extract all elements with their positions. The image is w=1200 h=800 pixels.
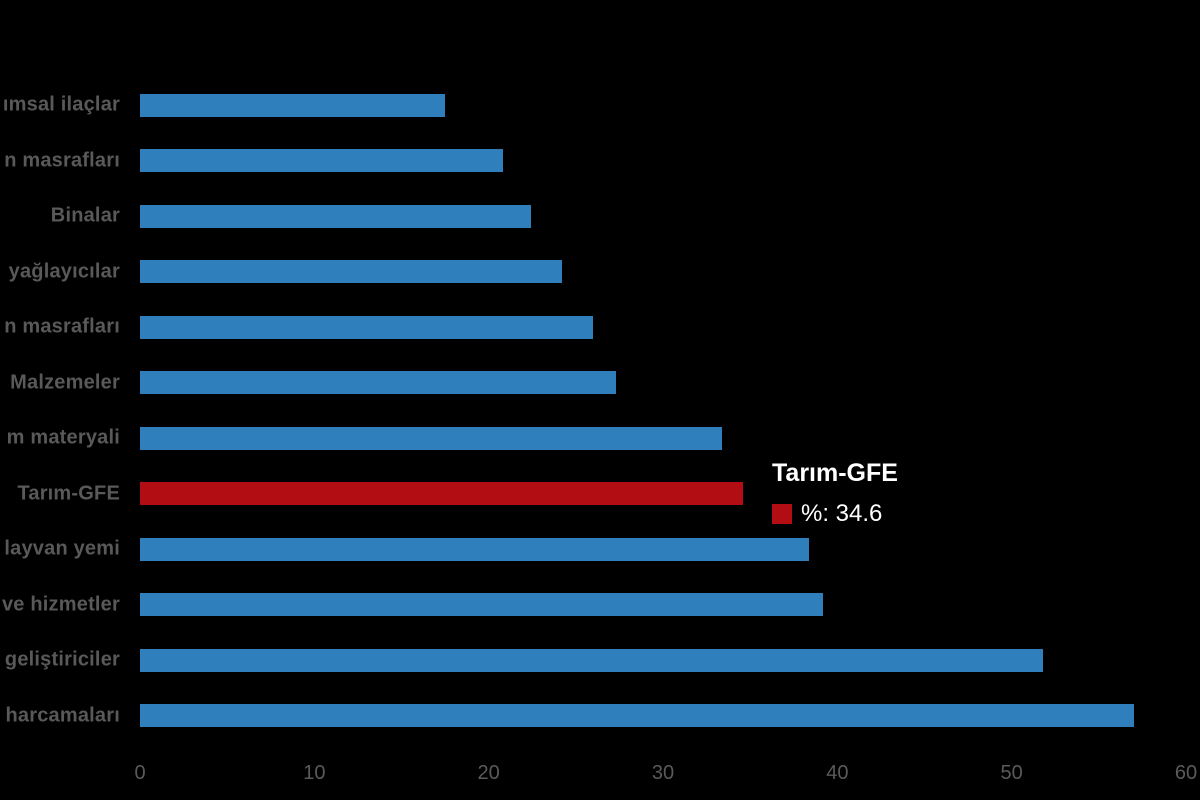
bar[interactable] — [140, 93, 446, 117]
category-label: n masrafları — [4, 149, 120, 171]
bar-highlighted[interactable] — [140, 482, 744, 505]
bar[interactable] — [140, 371, 616, 394]
tooltip-value-row: %: 34.6 — [772, 500, 983, 528]
x-tick-label: 60 — [1174, 762, 1198, 784]
bar[interactable] — [140, 537, 810, 561]
bar[interactable] — [140, 260, 562, 283]
x-tick-label: 20 — [477, 762, 500, 784]
category-label: geliştiriciler — [4, 648, 120, 671]
bar[interactable] — [140, 315, 594, 339]
category-label: yağlayıcılar — [8, 260, 120, 282]
category-label: ve hizmetler — [1, 593, 120, 615]
bar[interactable] — [140, 149, 503, 172]
x-tick-label: 50 — [1000, 762, 1023, 784]
bar[interactable] — [140, 648, 1044, 672]
bar[interactable] — [140, 426, 723, 450]
bar[interactable] — [140, 593, 824, 616]
category-label: Malzemeler — [10, 371, 120, 393]
category-label: harcamaları — [5, 704, 120, 726]
tooltip-value: %: 34.6 — [801, 499, 883, 527]
x-tick-label: 0 — [134, 762, 146, 784]
bar[interactable] — [140, 704, 1134, 727]
category-label: n masrafları — [4, 315, 120, 338]
x-tick-label: 40 — [826, 762, 849, 784]
x-tick-label: 10 — [303, 762, 326, 784]
category-label: layvan yemi — [4, 537, 120, 560]
category-label: Tarım-GFE — [17, 482, 120, 504]
tooltip: Tarım-GFE %: 34.6 — [755, 446, 983, 538]
category-label: Binalar — [50, 204, 120, 227]
x-tick-label: 30 — [651, 762, 675, 784]
category-label: ımsal ilaçlar — [2, 93, 120, 116]
tooltip-title: Tarım-GFE — [772, 459, 898, 487]
tooltip-series-swatch-icon — [772, 503, 792, 524]
category-label: m materyali — [6, 426, 120, 449]
bar[interactable] — [140, 204, 531, 228]
